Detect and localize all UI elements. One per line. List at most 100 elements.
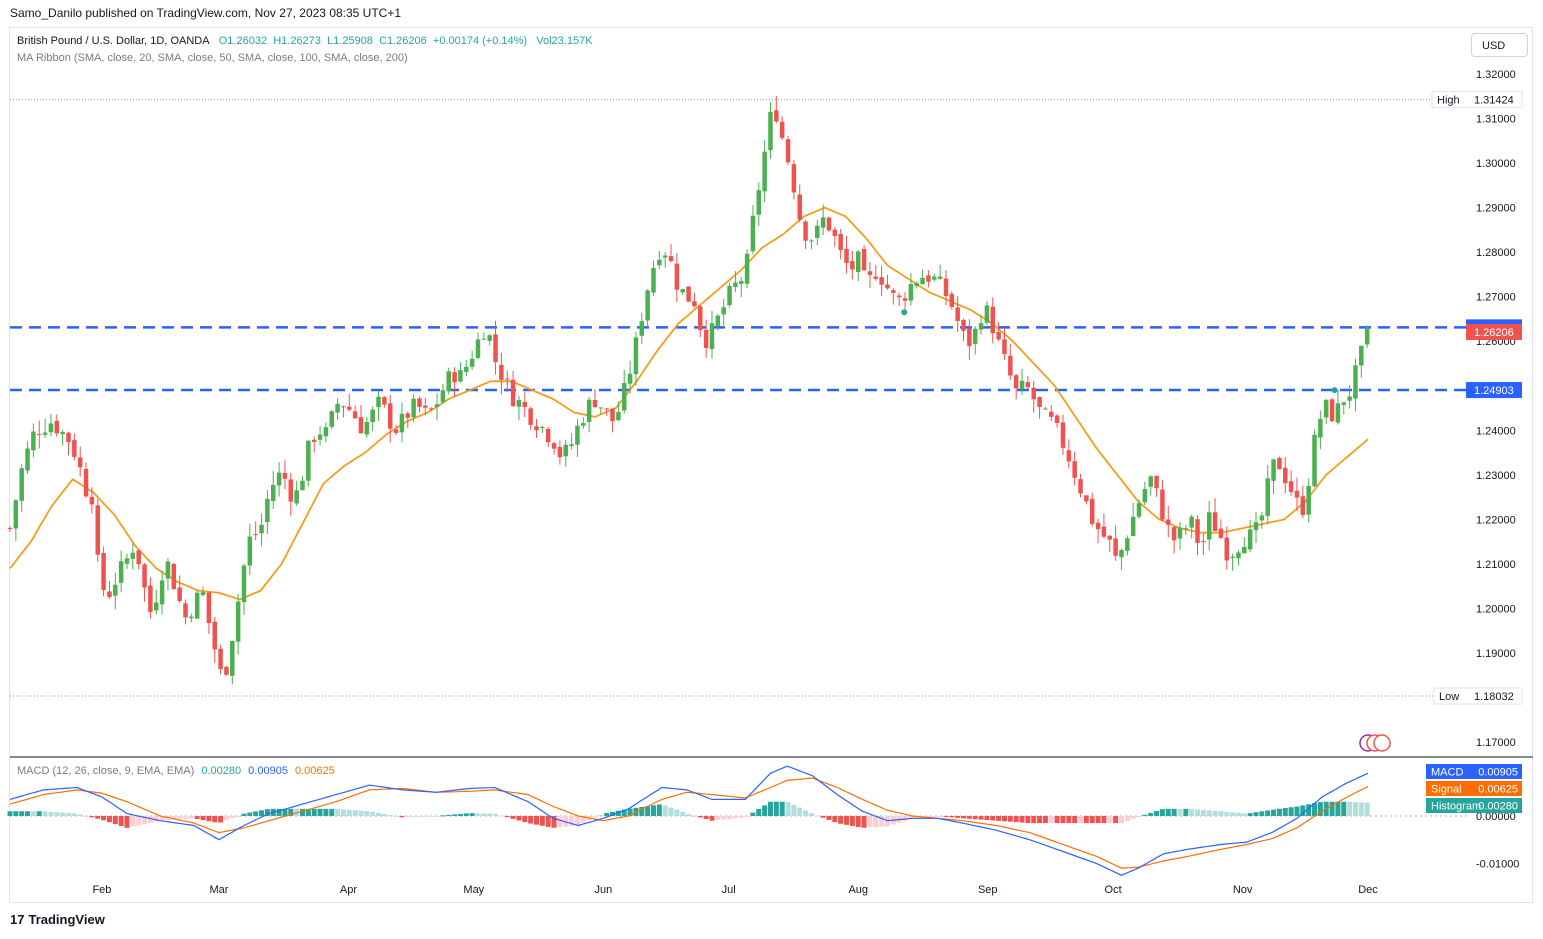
candle-down[interactable] — [1008, 355, 1013, 376]
candle-up[interactable] — [662, 255, 668, 258]
candle-down[interactable] — [1066, 450, 1072, 462]
candle-down[interactable] — [885, 284, 890, 289]
candle-down[interactable] — [423, 405, 428, 408]
candle-up[interactable] — [1142, 489, 1148, 503]
candle-up[interactable] — [972, 328, 978, 344]
candle-up[interactable] — [540, 427, 545, 429]
candle-up[interactable] — [1230, 556, 1235, 558]
candle-down[interactable] — [89, 496, 95, 505]
candle-up[interactable] — [458, 370, 463, 382]
event-marker[interactable] — [901, 309, 908, 316]
candle-down[interactable] — [77, 457, 83, 468]
candle-up[interactable] — [762, 151, 767, 192]
candle-down[interactable] — [382, 397, 387, 405]
candle-up[interactable] — [1189, 516, 1194, 528]
candle-up[interactable] — [265, 498, 270, 523]
candle-down[interactable] — [692, 301, 697, 307]
candle-up[interactable] — [446, 371, 451, 392]
candle-down[interactable] — [1084, 495, 1089, 502]
candle-up[interactable] — [200, 592, 206, 595]
candle-down[interactable] — [1294, 490, 1300, 498]
candle-down[interactable] — [452, 372, 457, 383]
candle-down[interactable] — [961, 319, 966, 331]
candle-down[interactable] — [534, 426, 539, 431]
candle-up[interactable] — [680, 289, 685, 293]
candle-up[interactable] — [235, 601, 241, 642]
candle-down[interactable] — [253, 534, 258, 536]
candle-up[interactable] — [651, 267, 656, 293]
candle-up[interactable] — [639, 321, 645, 336]
candle-up[interactable] — [744, 253, 750, 284]
candle-down[interactable] — [1283, 467, 1288, 484]
candle-up[interactable] — [569, 444, 574, 447]
candle-down[interactable] — [1060, 422, 1066, 448]
candle-up[interactable] — [42, 432, 48, 435]
candle-up[interactable] — [1364, 327, 1370, 345]
candle-down[interactable] — [1224, 537, 1230, 561]
candle-down[interactable] — [879, 277, 884, 285]
candle-down[interactable] — [177, 587, 182, 601]
candle-up[interactable] — [1318, 418, 1323, 438]
candle-up[interactable] — [768, 111, 773, 151]
candle-up[interactable] — [738, 281, 744, 284]
candle-down[interactable] — [797, 194, 802, 220]
candle-up[interactable] — [932, 276, 937, 280]
candle-up[interactable] — [586, 399, 592, 422]
economic-event-icon[interactable] — [1373, 734, 1391, 752]
candle-up[interactable] — [1341, 402, 1347, 405]
candle-down[interactable] — [7, 527, 13, 529]
candle-up[interactable] — [19, 468, 24, 501]
candle-down[interactable] — [826, 217, 832, 231]
candle-down[interactable] — [72, 440, 77, 457]
candle-down[interactable] — [545, 428, 551, 443]
tradingview-brand[interactable]: 17 TradingView — [10, 912, 105, 927]
candle-up[interactable] — [113, 584, 118, 596]
candle-down[interactable] — [1212, 512, 1218, 531]
candle-down[interactable] — [674, 263, 680, 290]
candle-down[interactable] — [949, 293, 955, 307]
ma-ribbon-legend[interactable]: MA Ribbon (SMA, close, 20, SMA, close, 5… — [17, 52, 408, 64]
candle-down[interactable] — [83, 468, 89, 497]
candle-up[interactable] — [1312, 434, 1317, 487]
candle-up[interactable] — [411, 398, 416, 418]
candle-up[interactable] — [1347, 396, 1352, 401]
candle-up[interactable] — [1335, 403, 1341, 423]
candle-down[interactable] — [1049, 411, 1054, 417]
candle-up[interactable] — [575, 425, 580, 445]
candle-up[interactable] — [1183, 528, 1189, 530]
candle-up[interactable] — [633, 337, 639, 375]
candle-up[interactable] — [481, 338, 487, 340]
candle-up[interactable] — [616, 412, 621, 421]
candle-down[interactable] — [148, 585, 153, 612]
candle-down[interactable] — [1154, 475, 1159, 489]
candle-down[interactable] — [136, 550, 141, 565]
candle-up[interactable] — [323, 427, 329, 437]
candle-down[interactable] — [1160, 489, 1165, 520]
candle-up[interactable] — [487, 335, 492, 341]
candle-down[interactable] — [557, 447, 563, 458]
candle-down[interactable] — [926, 275, 931, 282]
sma-20-line[interactable] — [9, 206, 1369, 601]
candle-up[interactable] — [317, 434, 323, 440]
candle-up[interactable] — [920, 277, 925, 285]
candle-down[interactable] — [311, 439, 317, 442]
candle-down[interactable] — [1288, 481, 1294, 493]
candle-down[interactable] — [1166, 519, 1171, 525]
candle-down[interactable] — [703, 329, 709, 348]
candle-up[interactable] — [241, 565, 247, 603]
candle-up[interactable] — [721, 307, 726, 315]
candle-up[interactable] — [733, 282, 738, 288]
candle-up[interactable] — [165, 561, 171, 579]
candle-down[interactable] — [66, 432, 71, 443]
candle-up[interactable] — [335, 403, 340, 413]
candle-up[interactable] — [31, 431, 36, 451]
candle-down[interactable] — [1277, 457, 1282, 470]
candle-down[interactable] — [95, 505, 100, 555]
candle-down[interactable] — [686, 286, 691, 302]
candle-down[interactable] — [891, 290, 896, 293]
candle-down[interactable] — [387, 403, 393, 429]
candle-up[interactable] — [815, 225, 820, 239]
candle-down[interactable] — [428, 408, 434, 410]
candle-down[interactable] — [1218, 528, 1224, 538]
candle-up[interactable] — [978, 323, 984, 330]
